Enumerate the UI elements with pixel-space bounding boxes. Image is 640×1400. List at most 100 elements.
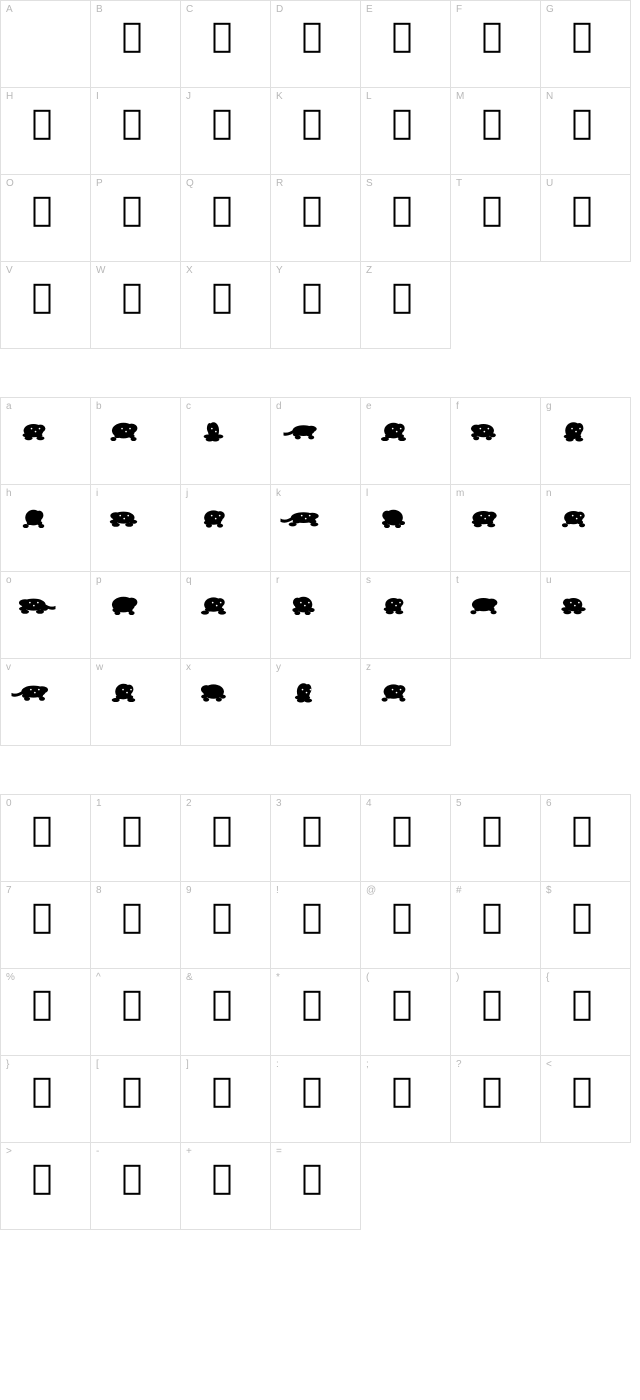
char-cell: O xyxy=(1,175,91,262)
char-label: T xyxy=(456,178,462,189)
glyph-container xyxy=(491,999,500,1021)
glyph-container xyxy=(131,999,140,1021)
section-uppercase: ABCDEFGHIJKLMNOPQRSTUVWXYZ xyxy=(0,0,640,349)
glyph-container xyxy=(401,1086,410,1108)
char-cell: ; xyxy=(361,1056,451,1143)
char-cell: 0 xyxy=(1,795,91,882)
glyph-container xyxy=(131,31,140,53)
frog-l-icon xyxy=(368,498,418,538)
char-cell: 1 xyxy=(91,795,181,882)
missing-glyph-icon xyxy=(573,1078,590,1108)
char-cell: E xyxy=(361,1,451,88)
missing-glyph-icon xyxy=(33,817,50,847)
char-cell: 5 xyxy=(451,795,541,882)
glyph-container xyxy=(123,688,148,712)
glyph-container xyxy=(581,1086,590,1108)
char-cell: 7 xyxy=(1,882,91,969)
char-cell: X xyxy=(181,262,271,349)
char-cell: = xyxy=(271,1143,361,1230)
char-cell: v xyxy=(1,659,91,746)
char-cell: k xyxy=(271,485,361,572)
char-label: @ xyxy=(366,885,376,896)
char-label: ! xyxy=(276,885,279,896)
glyph-container xyxy=(393,601,418,625)
missing-glyph-icon xyxy=(303,1165,320,1195)
char-label: > xyxy=(6,1146,12,1157)
missing-glyph-icon xyxy=(303,904,320,934)
glyph-container xyxy=(123,514,148,538)
glyph-container xyxy=(483,427,508,451)
char-label: I xyxy=(96,91,99,102)
missing-glyph-icon xyxy=(213,1078,230,1108)
char-label: G xyxy=(546,4,554,15)
char-cell: G xyxy=(541,1,631,88)
missing-glyph-icon xyxy=(123,23,140,53)
glyph-container xyxy=(131,1173,140,1195)
glyph-container xyxy=(573,514,598,538)
glyph-container xyxy=(393,688,418,712)
char-cell: ^ xyxy=(91,969,181,1056)
missing-glyph-icon xyxy=(123,817,140,847)
char-label: W xyxy=(96,265,105,276)
missing-glyph-icon xyxy=(33,1078,50,1108)
char-cell: 6 xyxy=(541,795,631,882)
missing-glyph-icon xyxy=(213,197,230,227)
char-label: = xyxy=(276,1146,282,1157)
glyph-container xyxy=(221,999,230,1021)
char-cell: L xyxy=(361,88,451,175)
char-cell: * xyxy=(271,969,361,1056)
missing-glyph-icon xyxy=(123,197,140,227)
missing-glyph-icon xyxy=(573,23,590,53)
char-cell: x xyxy=(181,659,271,746)
char-label: L xyxy=(366,91,372,102)
char-cell: i xyxy=(91,485,181,572)
missing-glyph-icon xyxy=(33,197,50,227)
char-cell: F xyxy=(451,1,541,88)
lizard-o-icon xyxy=(8,585,58,625)
character-map: ABCDEFGHIJKLMNOPQRSTUVWXYZabcdefghijklmn… xyxy=(0,0,640,1230)
glyph-container xyxy=(581,912,590,934)
frog-w-icon xyxy=(98,672,148,712)
frog-r-icon xyxy=(278,585,328,625)
glyph-container xyxy=(393,427,418,451)
char-cell: ? xyxy=(451,1056,541,1143)
glyph-container xyxy=(581,825,590,847)
glyph-container xyxy=(573,427,598,451)
char-label: 7 xyxy=(6,885,12,896)
char-label: * xyxy=(276,972,280,983)
missing-glyph-icon xyxy=(483,197,500,227)
glyph-container xyxy=(311,825,320,847)
missing-glyph-icon xyxy=(303,284,320,314)
char-label: ) xyxy=(456,972,459,983)
glyph-container xyxy=(311,1086,320,1108)
glyph-container xyxy=(41,825,50,847)
char-cell: { xyxy=(541,969,631,1056)
char-cell: o xyxy=(1,572,91,659)
char-label: B xyxy=(96,4,103,15)
frog-m-icon xyxy=(458,498,508,538)
char-label: Y xyxy=(276,265,283,276)
char-cell: ) xyxy=(451,969,541,1056)
frog-f-icon xyxy=(458,411,508,451)
glyph-container xyxy=(213,688,238,712)
missing-glyph-icon xyxy=(483,1078,500,1108)
glyph-container xyxy=(131,292,140,314)
char-label: N xyxy=(546,91,553,102)
char-label: [ xyxy=(96,1059,99,1070)
glyph-container xyxy=(221,1086,230,1108)
missing-glyph-icon xyxy=(123,284,140,314)
char-label: E xyxy=(366,4,373,15)
missing-glyph-icon xyxy=(303,1078,320,1108)
frog-i-icon xyxy=(98,498,148,538)
missing-glyph-icon xyxy=(393,197,410,227)
char-cell: 4 xyxy=(361,795,451,882)
glyph-container xyxy=(221,1173,230,1195)
char-label: $ xyxy=(546,885,552,896)
char-label: ? xyxy=(456,1059,462,1070)
missing-glyph-icon xyxy=(393,817,410,847)
char-label: { xyxy=(546,972,549,983)
missing-glyph-icon xyxy=(393,991,410,1021)
missing-glyph-icon xyxy=(123,110,140,140)
glyph-container xyxy=(41,1086,50,1108)
char-cell: f xyxy=(451,398,541,485)
